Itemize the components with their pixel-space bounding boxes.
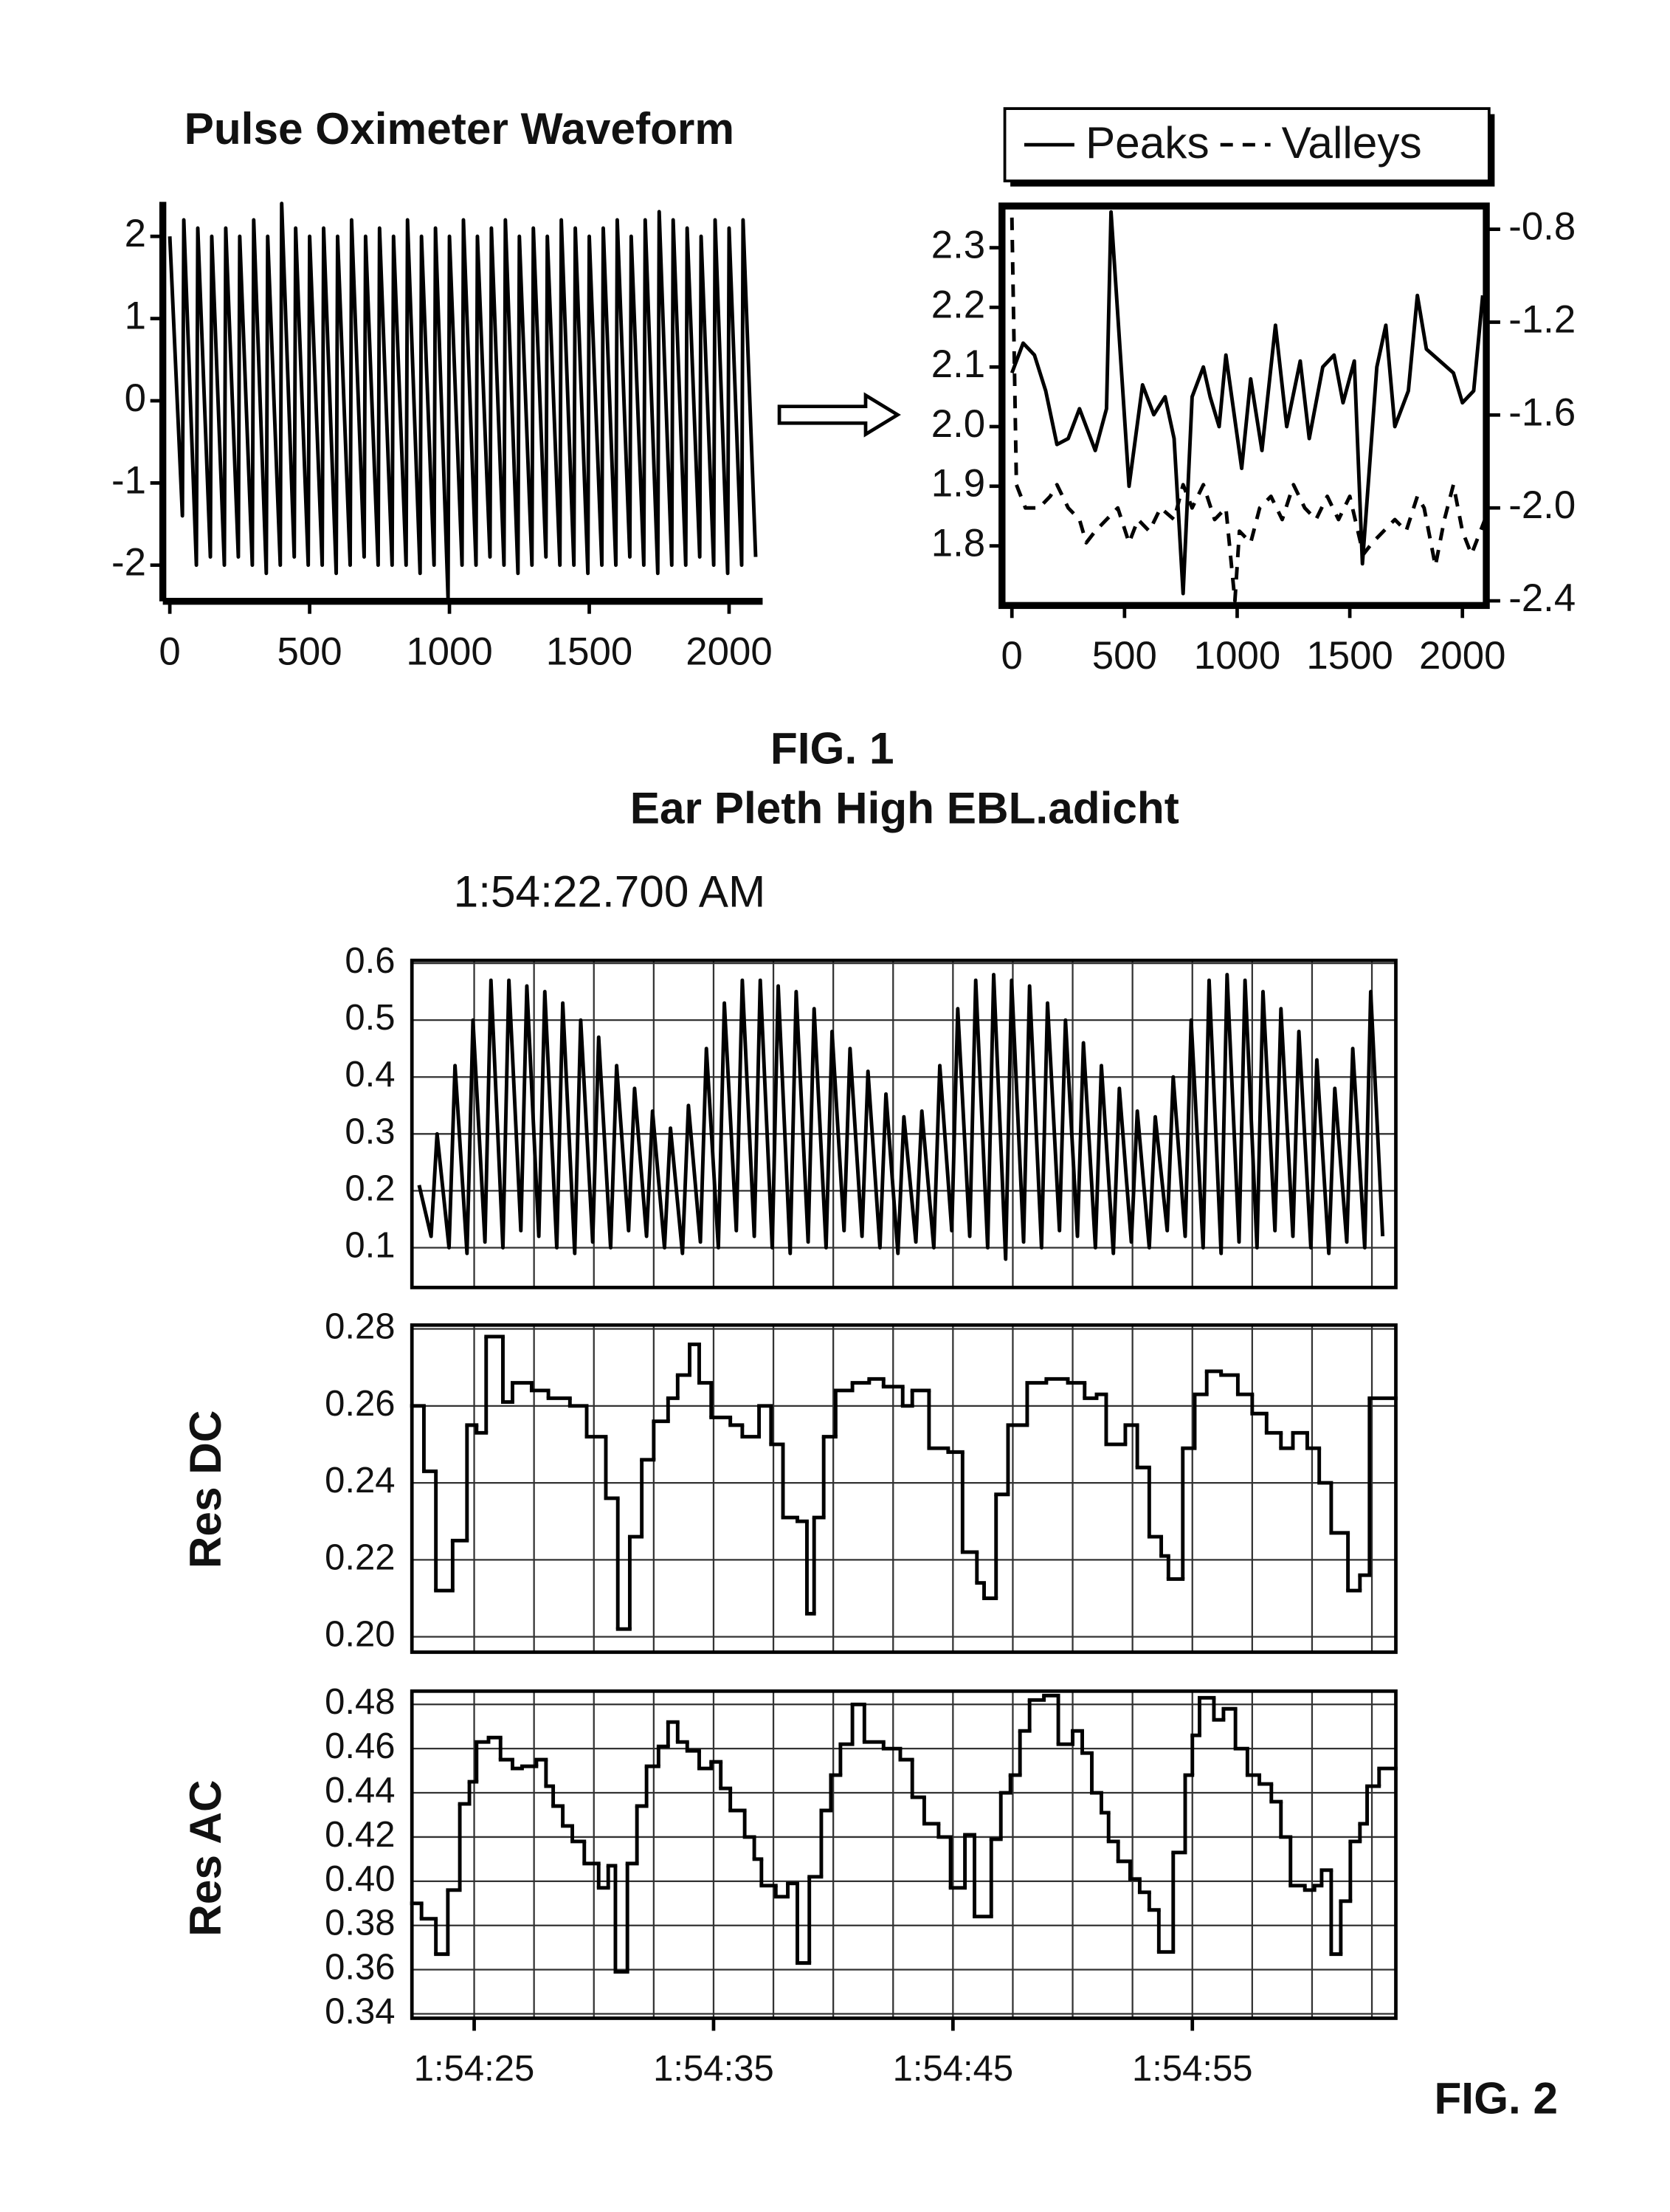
- y-tick-label: 2.1: [931, 342, 985, 386]
- x-tick-label: 1000: [406, 630, 492, 673]
- chart-subtitle: 1:54:22.700 AM: [454, 866, 766, 917]
- y-tick-label: 0.48: [325, 1682, 395, 1722]
- x-tick-label: 1000: [1194, 634, 1280, 678]
- y-tick-label: 0.20: [325, 1615, 395, 1655]
- y-tick-label: 0.2: [345, 1168, 395, 1208]
- y-tick-label: 1: [125, 294, 146, 338]
- y-tick-label: 0.4: [345, 1055, 395, 1095]
- y-tick-label: 2.0: [931, 402, 985, 446]
- legend-label: Valleys: [1282, 117, 1422, 168]
- y-tick-label: 2.3: [931, 224, 985, 267]
- y-tick-label: 0.40: [325, 1859, 395, 1899]
- y-tick-label: 0.34: [325, 1991, 395, 2031]
- x-tick-label: 1500: [546, 630, 632, 673]
- x-tick-label: 1500: [1306, 634, 1393, 678]
- data-line: [1012, 212, 1483, 593]
- x-tick-label: 2000: [1419, 634, 1505, 678]
- y2-tick-label: -2.4: [1508, 576, 1576, 620]
- y-tick-label: 0.22: [325, 1537, 395, 1577]
- y-tick-label: 0.28: [325, 1306, 395, 1346]
- y-axis-label: Res AC: [180, 1779, 230, 1936]
- y-tick-label: 0.1: [345, 1225, 395, 1265]
- y-tick-label: 0: [125, 376, 146, 420]
- y-tick-label: 0.44: [325, 1771, 395, 1810]
- y-tick-label: -1: [111, 458, 146, 502]
- x-tick-label: 1:54:55: [1132, 2049, 1253, 2089]
- chart-title: Ear Pleth High EBL.adicht: [630, 782, 1179, 833]
- y-tick-label: -2: [111, 541, 146, 585]
- x-tick-label: 0: [159, 630, 180, 673]
- y2-tick-label: -0.8: [1508, 205, 1576, 249]
- y-axis-label: Res DC: [180, 1410, 230, 1569]
- page: FIG. 1 FIG. 2 -2 -1 0 1 2 0 500 1000 1500 2000 Pul…: [0, 0, 1670, 2212]
- x-tick-label: 0: [1001, 634, 1023, 678]
- data-line: [419, 975, 1383, 1259]
- y-tick-label: 0.24: [325, 1461, 395, 1500]
- legend-label: Peaks: [1086, 117, 1210, 168]
- x-tick-label: 1:54:25: [414, 2049, 535, 2089]
- y-tick-label: 0.42: [325, 1815, 395, 1855]
- figure-caption: FIG. 2: [1434, 2073, 1558, 2123]
- y-tick-label: 0.5: [345, 998, 395, 1038]
- y-tick-label: 0.46: [325, 1726, 395, 1766]
- y2-tick-label: -1.6: [1508, 390, 1576, 434]
- y-tick-label: 0.3: [345, 1112, 395, 1151]
- y-tick-label: 0.36: [325, 1948, 395, 1988]
- y-tick-label: 1.8: [931, 522, 985, 565]
- chart-title: Pulse Oximeter Waveform: [184, 103, 734, 154]
- x-tick-label: 2000: [686, 630, 772, 673]
- plot-frame: [412, 1325, 1395, 1652]
- y2-tick-label: -2.0: [1508, 483, 1576, 527]
- plot-frame: [1002, 206, 1486, 605]
- y-tick-label: 0.38: [325, 1903, 395, 1943]
- y-tick-label: 2: [125, 212, 146, 255]
- y-tick-label: 0.6: [345, 941, 395, 981]
- y-tick-label: 1.9: [931, 462, 985, 506]
- x-tick-label: 500: [277, 630, 342, 673]
- figure: FIG. 1 FIG. 2 -2 -1 0 1 2 0 500 1000 1500 2000 Pul…: [0, 0, 1670, 2212]
- figure-caption: FIG. 1: [770, 723, 894, 773]
- y-tick-label: 2.2: [931, 283, 985, 326]
- y-tick-label: 0.26: [325, 1384, 395, 1424]
- x-tick-label: 500: [1092, 634, 1157, 678]
- arrow: [779, 396, 897, 435]
- x-tick-label: 1:54:45: [893, 2049, 1014, 2089]
- x-tick-label: 1:54:35: [653, 2049, 774, 2089]
- data-line: [170, 204, 756, 599]
- y2-tick-label: -1.2: [1508, 297, 1576, 341]
